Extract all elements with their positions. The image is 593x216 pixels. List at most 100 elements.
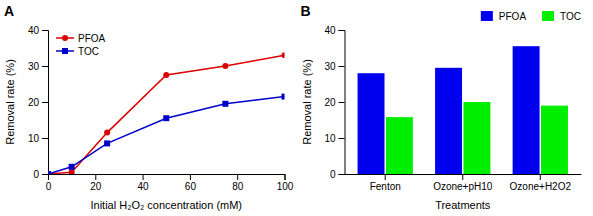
series-marker bbox=[104, 140, 110, 146]
legend-item: PFOA bbox=[56, 33, 106, 44]
y-axis-tick-mark bbox=[42, 138, 48, 139]
y-axis-tick: 30 bbox=[28, 61, 48, 72]
y-axis-tick: 40 bbox=[28, 25, 48, 36]
x-axis-tick-mark bbox=[285, 174, 286, 180]
panel: 0 20 40 60 80 100 0 10 20 30 40 A Initial H₂O₂ conce… bbox=[4, 3, 294, 211]
series-line bbox=[48, 97, 285, 174]
legend-swatch-marker bbox=[62, 35, 68, 41]
plot-area bbox=[48, 52, 285, 174]
y-axis-tick-mark bbox=[339, 30, 345, 31]
x-axis-tick: Ozone+H2O2 bbox=[510, 174, 572, 192]
y-axis-tick-mark bbox=[339, 174, 345, 175]
x-axis-tick-mark bbox=[190, 174, 191, 180]
y-axis-tick-label: 0 bbox=[33, 169, 39, 180]
y-axis-tick-label: 30 bbox=[28, 61, 40, 72]
x-axis-tick-label: Ozone+H2O2 bbox=[510, 181, 572, 192]
y-axis-tick-label: 40 bbox=[28, 25, 40, 36]
y-axis-title: Removal rate (%) bbox=[4, 59, 16, 145]
series-marker bbox=[48, 171, 51, 174]
y-axis-tick: 0 bbox=[330, 169, 345, 180]
x-axis-tick-label: 100 bbox=[277, 181, 294, 192]
x-axis-tick: 80 bbox=[232, 174, 244, 192]
series-marker bbox=[163, 115, 169, 121]
y-axis: 0 10 20 30 40 bbox=[28, 25, 49, 180]
x-axis-tick-mark bbox=[462, 174, 463, 180]
y-axis-tick: 20 bbox=[28, 97, 48, 108]
legend-label: TOC bbox=[78, 46, 99, 57]
x-axis-tick-mark bbox=[237, 174, 238, 180]
series-marker bbox=[222, 63, 228, 69]
panel: Fenton Ozone+pH10 Ozone+H2O2 0 10 20 30 40 B Trea… bbox=[301, 3, 582, 211]
x-axis-tick: 0 bbox=[46, 174, 52, 192]
y-axis-tick: 10 bbox=[324, 133, 344, 144]
legend-swatch bbox=[542, 11, 554, 21]
legend-item: TOC bbox=[542, 11, 581, 22]
y-axis-tick-mark bbox=[42, 102, 48, 103]
y-axis-tick-mark bbox=[42, 174, 48, 175]
series-marker bbox=[48, 171, 51, 174]
x-axis-tick: Fenton bbox=[370, 174, 401, 192]
x-axis: Fenton Ozone+pH10 Ozone+H2O2 bbox=[345, 174, 582, 192]
y-axis-tick-label: 20 bbox=[28, 97, 40, 108]
bar bbox=[463, 102, 490, 174]
series-marker bbox=[69, 164, 75, 170]
y-axis-tick-mark bbox=[339, 138, 345, 139]
y-axis-tick-mark bbox=[42, 30, 48, 31]
plot-area bbox=[358, 46, 568, 174]
bar bbox=[358, 73, 385, 174]
y-axis-tick: 10 bbox=[28, 133, 48, 144]
x-axis-tick-mark bbox=[95, 174, 96, 180]
y-axis-tick-label: 10 bbox=[28, 133, 40, 144]
x-axis-tick: 20 bbox=[90, 174, 102, 192]
y-axis-tick-label: 10 bbox=[324, 133, 336, 144]
bar bbox=[513, 46, 540, 174]
y-axis-tick: 40 bbox=[324, 25, 344, 36]
x-axis-tick-label: 80 bbox=[232, 181, 244, 192]
x-axis-tick: 40 bbox=[138, 174, 150, 192]
series-line bbox=[48, 55, 285, 174]
panel-label: B bbox=[301, 3, 311, 19]
x-axis-tick-mark bbox=[540, 174, 541, 180]
x-axis-tick-label: Fenton bbox=[370, 181, 401, 192]
x-axis-title: Initial H₂O₂ concentration (mM) bbox=[90, 199, 242, 211]
x-axis-tick: 100 bbox=[277, 174, 294, 192]
x-axis-line bbox=[49, 175, 286, 181]
series-marker bbox=[104, 130, 110, 136]
legend-swatch bbox=[481, 11, 493, 21]
bar bbox=[386, 117, 413, 174]
y-axis: 0 10 20 30 40 bbox=[324, 25, 345, 180]
legend-item: PFOA bbox=[481, 11, 527, 22]
x-axis-tick-label: 40 bbox=[138, 181, 150, 192]
bar bbox=[435, 68, 462, 174]
x-axis-tick: 60 bbox=[185, 174, 197, 192]
y-axis-tick: 30 bbox=[324, 61, 344, 72]
y-axis-tick: 0 bbox=[33, 169, 48, 180]
y-axis-tick-mark bbox=[339, 66, 345, 67]
chart: 020406080100010203040AInitial H₂O₂ conce… bbox=[0, 0, 593, 216]
x-axis-tick-label: 60 bbox=[185, 181, 197, 192]
legend-label: PFOA bbox=[78, 33, 106, 44]
y-axis-tick-mark bbox=[339, 102, 345, 103]
y-axis-tick-label: 30 bbox=[324, 61, 336, 72]
y-axis-tick-label: 40 bbox=[324, 25, 336, 36]
series-marker bbox=[222, 101, 228, 107]
y-axis-line bbox=[339, 31, 346, 175]
y-axis-tick-label: 20 bbox=[324, 97, 336, 108]
panel-label: A bbox=[4, 3, 14, 19]
x-axis: 0 20 40 60 80 100 bbox=[46, 174, 294, 192]
x-axis-title: Treatments bbox=[435, 199, 491, 211]
legend-label: TOC bbox=[560, 11, 581, 22]
x-axis-tick-mark bbox=[385, 174, 386, 180]
x-axis-tick-label: 0 bbox=[46, 181, 52, 192]
legend: PFOA TOC bbox=[56, 33, 106, 57]
x-axis-tick-mark bbox=[143, 174, 144, 180]
legend-label: PFOA bbox=[499, 11, 527, 22]
series-marker bbox=[282, 94, 285, 100]
x-axis-tick-label: 20 bbox=[90, 181, 102, 192]
bar bbox=[541, 106, 568, 174]
x-axis-tick-label: Ozone+pH10 bbox=[433, 181, 493, 192]
series-marker bbox=[163, 72, 169, 78]
legend-swatch-marker bbox=[62, 48, 68, 54]
legend: TOC PFOA bbox=[481, 11, 581, 22]
y-axis-tick: 20 bbox=[324, 97, 344, 108]
